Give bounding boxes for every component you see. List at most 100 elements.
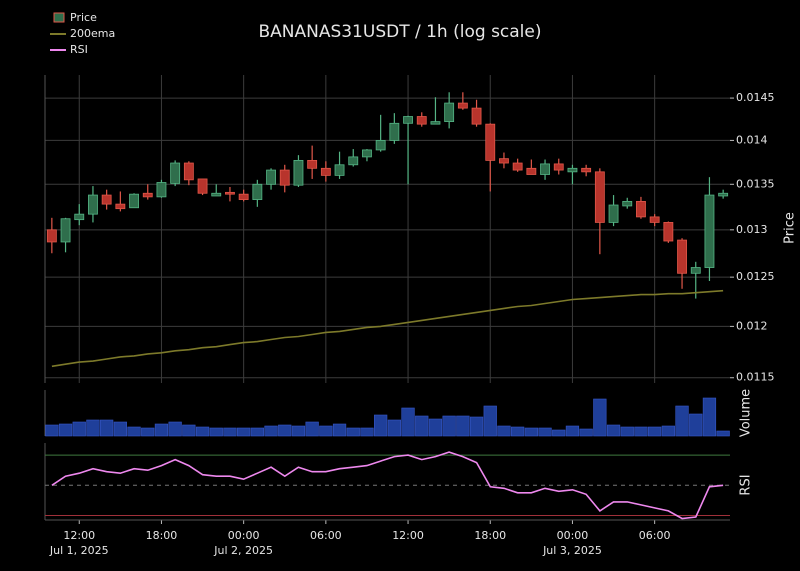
candle-body [348,156,359,166]
candle-body [499,158,509,164]
candle-body [512,162,523,171]
volume-bar [86,419,100,437]
candle-body [46,229,57,243]
candle-body [649,216,660,223]
y-tick-label: 0.0115 [736,371,775,384]
candle-body [74,213,85,221]
volume-bar [127,426,141,437]
candle-body [225,191,235,195]
x-tick-label: 06:00 [310,529,342,542]
volume-bar [469,416,484,437]
rsi-line [51,451,724,520]
candle-body [663,222,674,242]
candle-body [553,163,564,171]
volume-bar [195,426,210,437]
y-tick-label: 0.0135 [736,177,775,190]
volume-bar [661,425,675,437]
volume-bar [182,424,196,437]
candle-body [416,116,427,125]
candle-body [526,167,537,175]
candle-body [252,183,263,200]
volume-bar [401,407,415,437]
volume-axis-label: Volume [739,389,754,437]
volume-bar [72,421,86,437]
volume-bar [45,424,59,437]
candle-body [170,162,181,184]
candle-body [293,159,304,186]
volume-bar [648,426,662,437]
x-tick-label: 12:00 [392,529,424,542]
candle-body [334,164,345,176]
candle-body [197,178,208,194]
candle-body [444,102,455,123]
legend-label: RSI [70,43,88,56]
volume-bar [100,419,114,437]
candle-body [60,218,71,243]
volume-bar [168,421,182,437]
candle-body [718,192,729,197]
volume-bar [141,427,155,437]
volume-bar [264,425,278,437]
volume-bar [579,428,593,437]
volume-bar [689,413,703,437]
x-tick-label: 00:00 [228,529,260,542]
candle-body [320,167,331,176]
volume-bar [278,424,292,437]
volume-bar [291,425,306,437]
candle-body [142,192,153,198]
x-tick-label: 06:00 [639,529,671,542]
volume-bar [346,427,360,437]
legend-swatch [53,12,65,23]
candle-body [307,159,318,169]
volume-bar [58,423,73,437]
volume-bar [237,427,251,437]
x-tick-date: Jul 1, 2025 [49,544,109,557]
candle-body [266,169,276,185]
volume-bar [565,425,580,437]
chart-title: BANANAS31USDT / 1h (log scale) [258,22,541,42]
volume-bar [606,424,621,437]
candle-body [608,204,619,223]
volume-bar [593,398,607,437]
x-tick-label: 18:00 [474,529,506,542]
y-tick-label: 0.0125 [736,270,775,283]
candle-body [156,182,167,198]
candle-body [88,194,98,215]
x-tick-label: 12:00 [63,529,95,542]
candle-body [375,140,386,151]
volume-bar [387,419,401,437]
volume-bar [428,418,443,437]
candle-body [430,121,441,125]
ema-line [51,289,724,368]
volume-bar [620,426,634,437]
candle-body [403,116,413,124]
volume-bar [634,426,648,437]
volume-bar [716,430,730,437]
y-axis-label: Price [783,212,798,244]
volume-bar [209,427,223,437]
legend-label: 200ema [70,27,115,40]
candle-body [622,200,633,207]
rsi-axis-label: RSI [739,474,754,495]
volume-bar [524,427,538,437]
candle-body [101,194,112,205]
legend-label: Price [70,11,97,24]
candle-body [238,193,249,200]
y-tick-label: 0.014 [736,133,768,146]
legend: Price 200ema RSI [50,11,115,56]
volume-bar [332,423,347,437]
candle-body [115,203,126,210]
candle-body [457,102,468,109]
volume-bar [319,425,333,437]
candle-body [471,107,482,125]
candle-body [567,167,578,173]
candle-body [211,192,222,197]
volume-bar [113,421,127,437]
candle-body [690,267,701,274]
y-tick-label: 0.013 [736,223,768,236]
volume-bar [511,426,525,437]
y-tick-label: 0.012 [736,319,768,332]
candle-body [636,200,646,218]
x-tick-date: Jul 2, 2025 [213,544,273,557]
